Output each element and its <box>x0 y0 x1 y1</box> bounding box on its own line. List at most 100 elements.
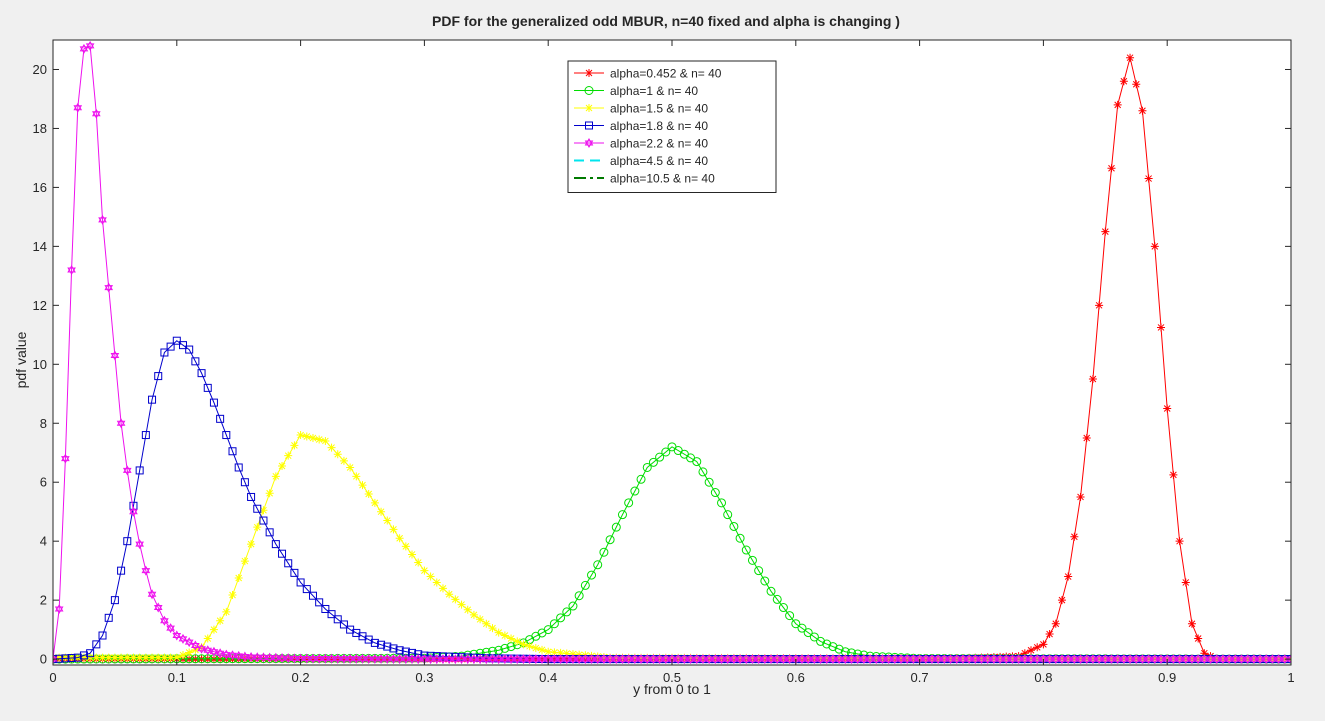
y-tick-label: 12 <box>33 298 47 313</box>
data-point <box>866 654 875 663</box>
data-point <box>618 653 627 662</box>
data-point <box>209 654 219 664</box>
data-point <box>927 654 937 665</box>
data-point <box>426 654 435 665</box>
legend-label: alpha=10.5 & n= 40 <box>610 172 715 186</box>
data-point <box>791 654 800 663</box>
data-point <box>259 516 268 525</box>
series-line <box>53 45 1291 660</box>
legend-entry: alpha=4.5 & n= 40 <box>574 154 708 168</box>
data-point <box>277 652 287 663</box>
data-point <box>636 654 646 665</box>
data-point <box>538 645 547 654</box>
data-point <box>147 589 157 600</box>
legend-entry: alpha=1.5 & n= 40 <box>574 102 708 116</box>
data-point <box>339 620 348 629</box>
data-point <box>525 642 534 651</box>
data-point <box>1095 301 1104 310</box>
data-point <box>1181 578 1190 587</box>
data-point <box>166 342 175 351</box>
data-point <box>1280 654 1290 665</box>
data-point <box>469 654 479 665</box>
data-point <box>816 654 825 665</box>
data-point <box>921 654 930 663</box>
data-point <box>754 654 763 665</box>
data-point <box>1027 654 1036 663</box>
data-point <box>247 492 256 501</box>
data-point <box>110 653 119 662</box>
data-point <box>271 652 281 663</box>
data-point <box>673 654 683 665</box>
data-point <box>327 653 336 664</box>
data-point <box>748 653 757 662</box>
data-point <box>1119 77 1128 86</box>
data-point <box>655 653 664 662</box>
data-point <box>110 596 119 605</box>
data-point <box>507 634 516 643</box>
data-point <box>73 653 82 662</box>
data-point <box>1169 654 1178 665</box>
data-point <box>909 654 918 663</box>
data-point <box>927 654 936 663</box>
data-point <box>655 654 664 665</box>
data-point <box>648 457 658 467</box>
data-point <box>395 534 404 543</box>
data-point <box>67 264 76 275</box>
data-point <box>228 447 237 456</box>
data-point <box>197 643 206 652</box>
legend-label: alpha=1 & n= 40 <box>610 84 698 98</box>
data-point <box>463 605 472 614</box>
data-point <box>884 654 893 665</box>
data-point <box>995 654 1005 665</box>
data-point <box>86 649 95 658</box>
data-point <box>271 655 280 664</box>
data-point <box>265 528 274 537</box>
data-point <box>723 653 732 662</box>
data-point <box>216 414 225 423</box>
data-point <box>1212 654 1222 665</box>
data-point <box>1045 654 1054 663</box>
x-tick-label: 0.5 <box>663 670 681 685</box>
data-point <box>661 653 670 662</box>
data-point <box>457 654 466 665</box>
data-point <box>1039 654 1048 663</box>
y-tick-label: 10 <box>33 357 47 372</box>
data-point <box>216 616 225 625</box>
data-point <box>933 654 943 665</box>
y-tick-label: 0 <box>40 652 47 667</box>
data-point <box>1100 654 1110 665</box>
data-point <box>1020 649 1029 658</box>
data-point <box>408 648 417 657</box>
data-point <box>1268 654 1277 665</box>
data-point <box>599 654 609 665</box>
data-point <box>1157 323 1166 332</box>
data-point <box>909 654 918 665</box>
data-point <box>327 443 336 452</box>
data-point <box>500 631 509 640</box>
data-point <box>339 456 348 465</box>
data-point <box>1057 596 1066 605</box>
data-point <box>438 584 447 593</box>
data-point <box>444 654 454 665</box>
data-point <box>896 654 906 665</box>
data-point <box>389 653 398 664</box>
series-line <box>53 340 1291 660</box>
data-point <box>772 594 782 604</box>
data-point <box>234 650 244 661</box>
data-point <box>382 653 392 664</box>
data-point <box>791 619 801 629</box>
data-point <box>797 654 806 663</box>
data-point <box>252 652 262 663</box>
data-point <box>741 654 751 665</box>
data-point <box>556 654 565 665</box>
data-point <box>736 653 745 662</box>
data-point <box>1008 654 1017 665</box>
data-point <box>253 523 262 532</box>
data-point <box>1144 654 1153 665</box>
data-point <box>154 653 163 662</box>
data-point <box>519 654 528 665</box>
data-point <box>649 653 658 662</box>
data-point <box>735 533 745 543</box>
data-point <box>302 585 311 594</box>
data-point <box>921 654 931 665</box>
